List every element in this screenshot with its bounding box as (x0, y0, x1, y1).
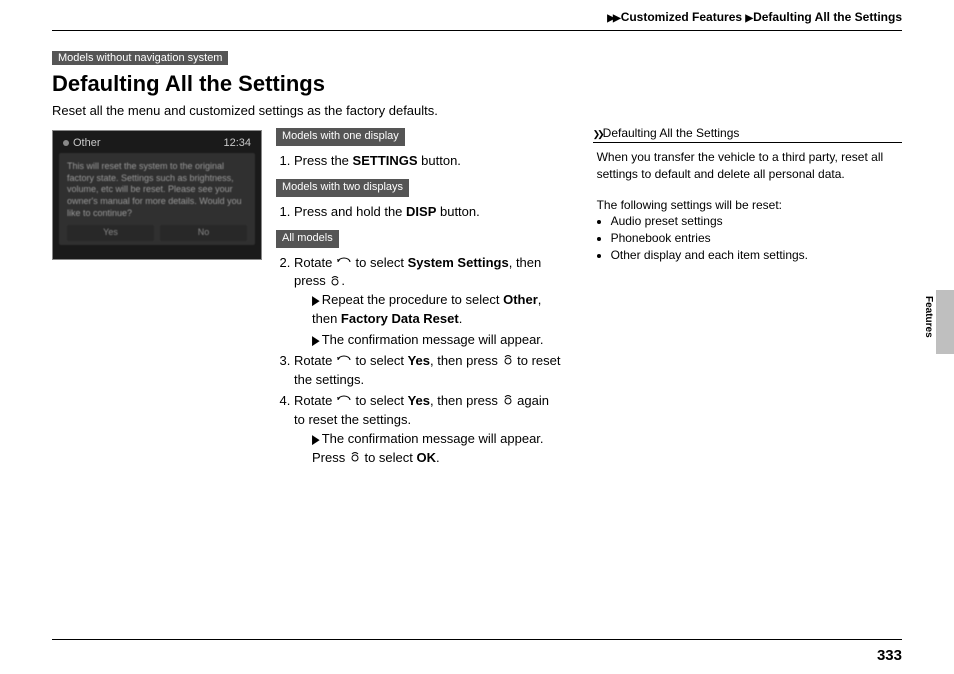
divider (52, 30, 902, 31)
triangle-icon: ▶ (312, 293, 320, 312)
sidebar-title: Defaulting All the Settings (603, 126, 740, 140)
press-icon (349, 449, 361, 468)
page-number: 333 (877, 647, 902, 664)
reset-item: Audio preset settings (611, 213, 902, 230)
intro-text: Reset all the menu and customized settin… (52, 103, 902, 118)
press-icon (502, 352, 514, 371)
step-1b: Press and hold the DISP button. (294, 203, 563, 222)
screenshot-msg: This will reset the system to the origin… (67, 161, 247, 219)
breadcrumb-a: Customized Features (621, 10, 742, 24)
triangle-icon: ▶ (312, 333, 320, 352)
step-3: Rotate to select Yes, then press to rese… (294, 352, 563, 390)
press-icon (329, 273, 341, 292)
screenshot-no: No (160, 225, 247, 241)
tag-all-models: All models (276, 230, 339, 248)
breadcrumb-b: Defaulting All the Settings (753, 10, 902, 24)
reset-item: Phonebook entries (611, 230, 902, 247)
tag-no-nav: Models without navigation system (52, 51, 228, 65)
step-1a: Press the SETTINGS button. (294, 152, 563, 171)
step-4: Rotate to select Yes, then press again t… (294, 392, 563, 468)
tag-one-display: Models with one display (276, 128, 405, 146)
step-2: Rotate to select System Settings, then p… (294, 254, 563, 351)
sidebar-p1: When you transfer the vehicle to a third… (593, 149, 902, 183)
chevron-icon: ❯❯ (593, 129, 602, 139)
screenshot-tab: Other (73, 137, 101, 149)
press-icon (502, 392, 514, 411)
rotate-icon (336, 392, 352, 411)
screenshot-clock: 12:34 (223, 137, 251, 149)
rotate-icon (336, 254, 352, 273)
dot-icon (63, 140, 69, 146)
thumb-tab (936, 290, 954, 354)
chevron-icon: ▶▶ (607, 13, 618, 24)
section-label: Features (923, 296, 934, 338)
footer-line (52, 639, 902, 640)
triangle-icon: ▶ (312, 431, 320, 450)
sidebar-p2: The following settings will be reset: (593, 197, 902, 214)
rotate-icon (336, 352, 352, 371)
page-title: Defaulting All the Settings (52, 71, 902, 97)
sidebar-note: ❯❯Defaulting All the Settings When you t… (593, 126, 902, 473)
chevron-icon: ▶ (745, 13, 751, 24)
tag-two-displays: Models with two displays (276, 179, 409, 197)
reset-item: Other display and each item settings. (611, 247, 902, 264)
device-screenshot: Other 12:34 This will reset the system t… (52, 130, 262, 260)
screenshot-yes: Yes (67, 225, 154, 241)
steps: Models with one display Press the SETTIN… (276, 126, 563, 473)
breadcrumb: ▶▶Customized Features ▶Defaulting All th… (52, 10, 902, 30)
